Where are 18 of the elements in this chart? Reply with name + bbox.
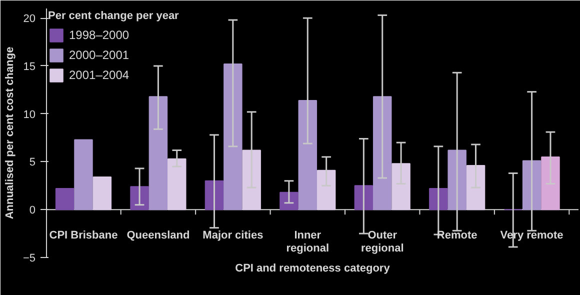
legend-label: 2000–2001: [69, 48, 130, 62]
y-tick-label: −5: [22, 252, 36, 264]
x-tick-label: Queensland: [126, 230, 190, 242]
x-tick-label: Inner regional: [286, 230, 330, 255]
x-tick-label: Outer regional: [360, 230, 404, 255]
y-tick-label: 15: [23, 60, 36, 73]
y-tick-label: 0: [29, 204, 36, 217]
y-axis-title: Annualised per cent cost change: [4, 46, 16, 220]
y-tick-label: 10: [23, 108, 36, 121]
x-tick-label: Remote: [436, 230, 478, 242]
legend-label: 1998–2000: [69, 28, 130, 42]
x-tick-label: CPI Brisbane: [49, 230, 118, 242]
y-tick-label: 5: [29, 156, 36, 169]
legend-label: 2001–2004: [69, 68, 130, 82]
x-axis-title: CPI and remoteness category: [235, 262, 391, 274]
legend-title: Per cent change per year: [48, 10, 179, 22]
x-tick-label: Major cities: [202, 230, 264, 242]
y-tick-label: 20: [23, 13, 36, 26]
